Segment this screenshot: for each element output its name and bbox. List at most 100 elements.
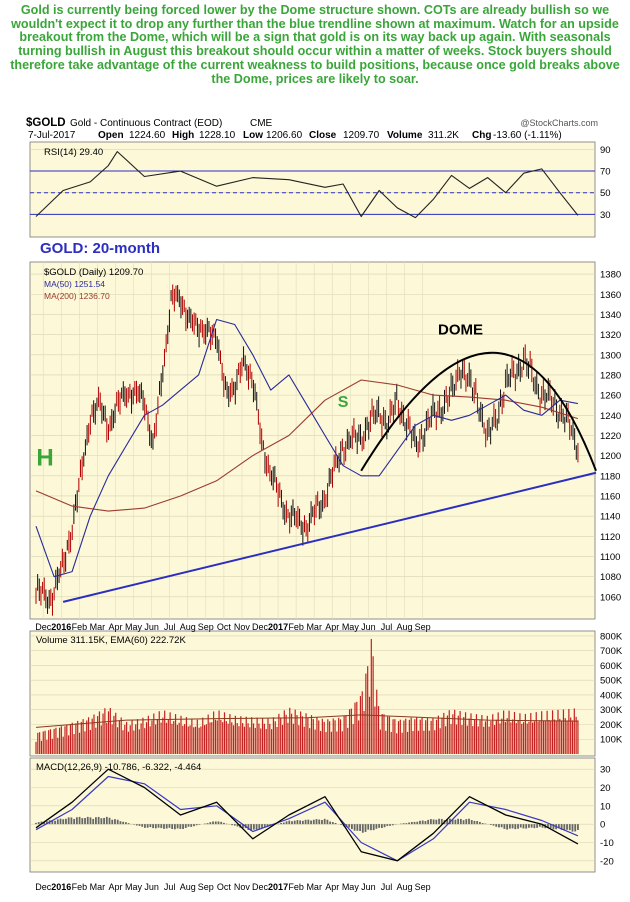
- volume-tick-label: 700K: [600, 646, 623, 657]
- price-x-tick-label: 2017: [268, 622, 288, 632]
- header-exchange: CME: [250, 118, 273, 129]
- bottom-x-tick-label: Apr: [108, 882, 122, 892]
- price-legend-main: $GOLD (Daily) 1209.70: [44, 267, 143, 278]
- price-x-tick-label: 2016: [51, 622, 71, 632]
- volume-ema-line: [35, 714, 578, 728]
- price-y-tick-label: 1120: [600, 532, 620, 543]
- commentary-text: Gold is currently being forced lower by …: [10, 3, 620, 86]
- volume-tick-label: 200K: [600, 720, 623, 731]
- bottom-x-tick-label: Sep: [415, 882, 431, 892]
- price-y-tick-label: 1300: [600, 350, 621, 361]
- header-date: 7-Jul-2017: [28, 130, 76, 141]
- price-panel: [29, 261, 596, 620]
- price-x-tick-label: Jul: [381, 622, 393, 632]
- price-y-tick-label: 1280: [600, 370, 621, 381]
- macd-y-tick-label: 0: [600, 820, 605, 831]
- bottom-x-tick-label: 2017: [268, 882, 288, 892]
- blue-trendline: [62, 471, 597, 603]
- macd-legend: MACD(12,26,9) -10.786, -6.322, -4.464: [36, 762, 201, 773]
- price-x-tick-label: Mar: [90, 622, 106, 632]
- rsi-y-tick-label: 70: [600, 167, 611, 178]
- macd-y-tick-label: 10: [600, 801, 611, 812]
- price-x-tick-label: Mar: [306, 622, 322, 632]
- annotation-s: S: [338, 394, 349, 411]
- price-x-tick-label: Dec: [35, 622, 52, 632]
- volume-tick-label: 600K: [600, 661, 623, 672]
- bottom-x-tick-label: 2016: [51, 882, 71, 892]
- macd-panel: [29, 757, 596, 873]
- price-x-tick-label: Dec: [252, 622, 269, 632]
- ma200-line: [35, 379, 579, 512]
- header-name: Gold - Continuous Contract (EOD): [70, 118, 222, 129]
- volume-tick-label: 400K: [600, 690, 623, 701]
- bottom-x-tick-label: Oct: [217, 882, 232, 892]
- bottom-x-tick-label: Jul: [164, 882, 176, 892]
- header-open: 1224.60: [129, 130, 166, 141]
- header-low: 1206.60: [266, 130, 303, 141]
- bottom-x-tick-label: May: [342, 882, 360, 892]
- price-x-tick-label: Oct: [217, 622, 232, 632]
- price-x-tick-label: Feb: [72, 622, 88, 632]
- price-y-tick-label: 1140: [600, 512, 620, 523]
- header-source: @StockCharts.com: [520, 118, 598, 128]
- bottom-x-tick-label: May: [125, 882, 143, 892]
- price-y-tick-label: 1260: [600, 391, 621, 402]
- price-y-tick-label: 1200: [600, 451, 621, 462]
- price-y-tick-label: 1320: [600, 330, 621, 341]
- header-close: 1209.70: [343, 130, 380, 141]
- bottom-x-tick-label: Mar: [306, 882, 322, 892]
- bottom-x-tick-label: Mar: [90, 882, 106, 892]
- header-volume: 311.2K: [428, 130, 459, 141]
- price-y-tick-label: 1100: [600, 552, 620, 563]
- price-x-tick-label: Jul: [164, 622, 176, 632]
- bottom-x-tick-label: Sep: [198, 882, 214, 892]
- rsi-y-tick-label: 50: [600, 188, 611, 199]
- macd-y-tick-label: -20: [600, 856, 614, 867]
- price-x-tick-label: Feb: [288, 622, 304, 632]
- price-y-tick-label: 1060: [600, 592, 621, 603]
- bottom-x-tick-label: Jul: [381, 882, 393, 892]
- bottom-x-tick-label: Dec: [35, 882, 52, 892]
- price-y-tick-label: 1340: [600, 310, 621, 321]
- price-x-tick-label: Sep: [415, 622, 431, 632]
- volume-panel: [29, 630, 596, 757]
- volume-tick-label: 800K: [600, 631, 623, 642]
- volume-tick-label: 300K: [600, 705, 623, 716]
- price-y-tick-label: 1240: [600, 411, 621, 422]
- rsi-y-tick-label: 30: [600, 210, 611, 221]
- ma50-line: [35, 318, 579, 578]
- price-x-tick-label: Aug: [397, 622, 413, 632]
- gold-chart: $GOLD Gold - Continuous Contract (EOD) C…: [26, 117, 623, 892]
- bottom-x-tick-label: Aug: [180, 882, 196, 892]
- price-legend-ma50: MA(50) 1251.54: [44, 279, 105, 289]
- macd-y-tick-label: -10: [600, 838, 614, 849]
- price-y-tick-label: 1380: [600, 270, 621, 281]
- price-x-tick-label: Jun: [361, 622, 376, 632]
- price-x-tick-label: May: [125, 622, 143, 632]
- bottom-x-tick-label: Aug: [397, 882, 413, 892]
- price-x-tick-label: Apr: [108, 622, 122, 632]
- bottom-x-tick-label: Nov: [234, 882, 251, 892]
- volume-tick-label: 100K: [600, 735, 623, 746]
- price-legend-ma200: MA(200) 1236.70: [44, 291, 110, 301]
- volume-tick-label: 500K: [600, 676, 623, 687]
- rsi-legend: RSI(14) 29.40: [44, 147, 103, 158]
- price-title: GOLD: 20-month: [40, 240, 160, 257]
- price-y-tick-label: 1220: [600, 431, 621, 442]
- header-chg-label: Chg: [472, 130, 491, 141]
- price-y-tick-label: 1160: [600, 491, 620, 502]
- price-y-tick-label: 1080: [600, 572, 621, 583]
- annotation-h: H: [36, 445, 53, 472]
- price-x-tick-label: Nov: [234, 622, 251, 632]
- rsi-line: [35, 151, 579, 219]
- header-low-label: Low: [243, 130, 263, 141]
- volume-legend: Volume 311.15K, EMA(60) 222.72K: [36, 635, 186, 646]
- annotation-dome: DOME: [438, 322, 483, 339]
- price-x-tick-label: Aug: [180, 622, 196, 632]
- macd-line: [35, 768, 579, 862]
- header-close-label: Close: [309, 130, 337, 141]
- grid: 90 70 50 30 1380 1360 1340 1320 1300 1280 1260 1240…: [30, 145, 623, 892]
- macd-y-tick-label: 20: [600, 783, 611, 794]
- price-x-tick-label: May: [342, 622, 360, 632]
- price-y-tick-label: 1360: [600, 290, 621, 301]
